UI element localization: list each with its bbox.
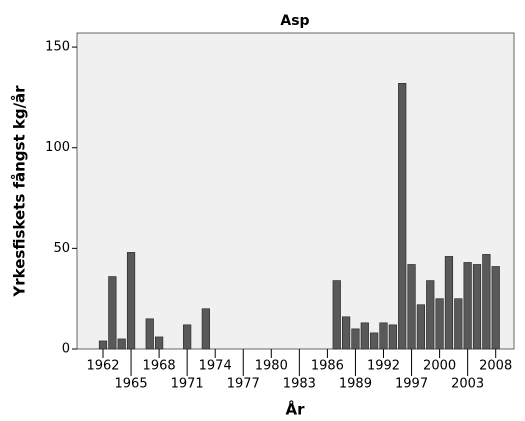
x-tick-label: 1992 [367,359,400,374]
bar [201,308,210,350]
y-tick-label: 50 [53,241,70,256]
bar [360,322,369,350]
x-tick-label: 1968 [143,359,176,374]
y-tick-label: 100 [45,140,70,155]
x-tick-label: 1986 [311,359,344,374]
bar [426,280,435,350]
x-axis-label: År [285,400,305,419]
bar [435,298,444,350]
x-tick-label: 2003 [451,377,484,392]
bar [388,324,397,350]
bar [454,298,463,350]
bar [491,266,500,350]
x-tick-label: 1983 [283,377,316,392]
bar [463,262,472,350]
x-tick-label: 1977 [227,377,260,392]
bar [472,264,482,350]
bar [98,340,108,350]
x-tick-label: 1971 [171,377,204,392]
x-tick-label: 1965 [115,377,148,392]
bar [482,254,491,350]
bar [407,264,416,350]
bar [341,316,351,350]
y-axis-label: Yrkesfiskets fångst kg/år [11,85,29,298]
chart-title: Asp [280,13,309,29]
bar [126,252,136,350]
y-tick-label: 150 [45,40,70,55]
bar [117,338,126,350]
x-tick-label: 1980 [255,359,288,374]
bar [145,318,154,350]
y-tick-label: 0 [62,342,70,357]
bar [332,280,341,350]
x-tick-label: 2000 [423,359,456,374]
bar [416,304,426,350]
bar [155,336,164,350]
x-tick-label: 2008 [479,359,512,374]
bar [108,276,117,350]
bar [398,83,407,350]
x-tick-label: 1997 [395,377,428,392]
bar [351,328,360,350]
bar [183,324,192,350]
x-tick-label: 1974 [199,359,232,374]
bar [370,332,379,350]
bar [444,256,454,350]
plot-area [76,32,515,350]
bar [379,322,388,350]
x-tick-label: 1962 [86,359,119,374]
x-tick-label: 1989 [339,377,372,392]
